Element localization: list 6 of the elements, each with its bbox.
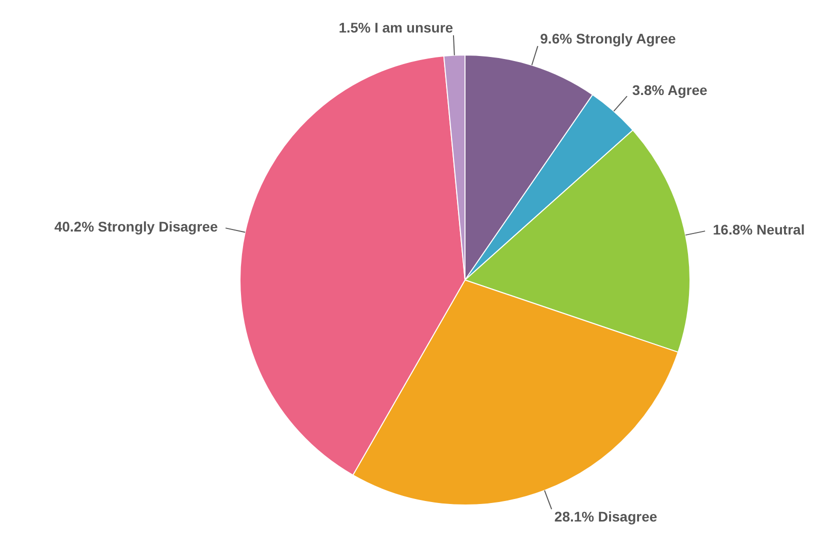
slice-label: 9.6% Strongly Agree [540, 30, 676, 46]
slice-label: 16.8% Neutral [712, 221, 805, 238]
slice-label: 28.1% Disagree [554, 508, 658, 525]
slice-label: 3.8% Agree [632, 82, 708, 98]
slice-label: 40.2% Strongly Disagree [54, 218, 218, 234]
slice-label: 1.5% I am unsure [338, 19, 454, 36]
